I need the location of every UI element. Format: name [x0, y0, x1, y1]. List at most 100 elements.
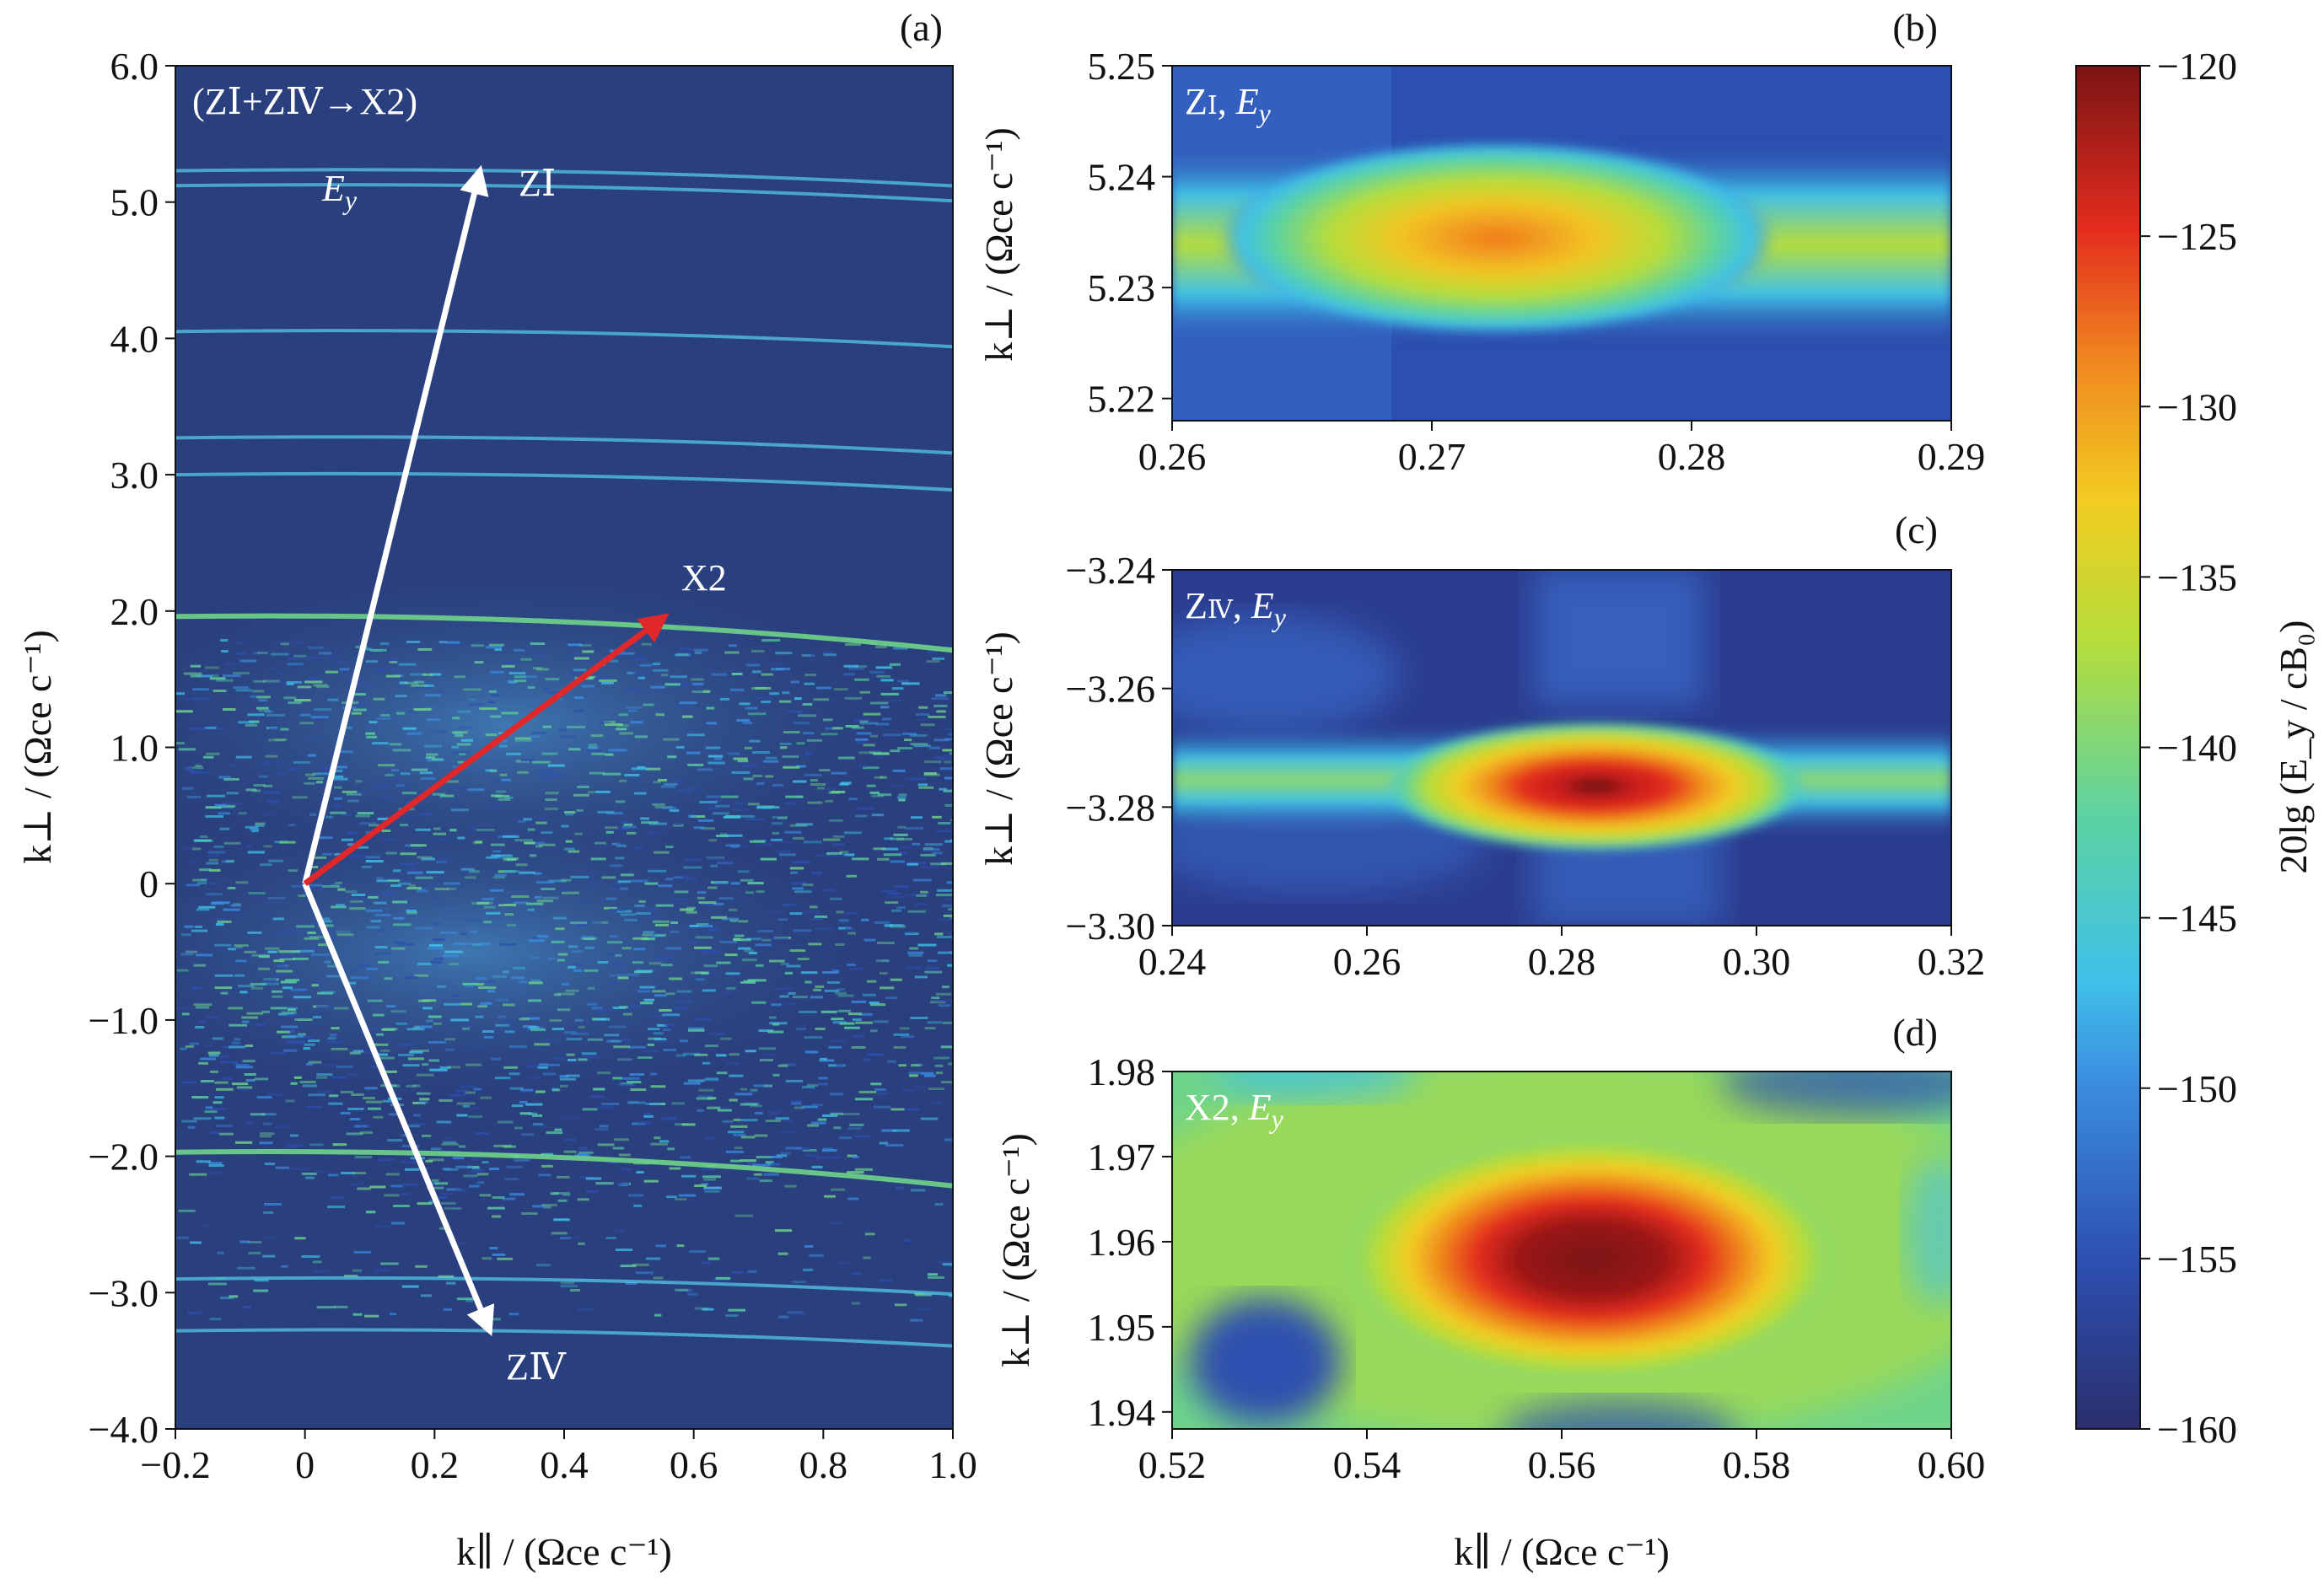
panel-a-speckle	[705, 746, 721, 749]
panel-a-speckle	[551, 774, 566, 777]
panel-a-speckle	[275, 1125, 292, 1128]
panel-a-speckle	[593, 1088, 605, 1091]
panel-a-speckle	[536, 668, 549, 671]
panel-a-speckle	[186, 950, 198, 953]
panel-a-speckle	[513, 966, 526, 969]
panel-a-speckle	[909, 947, 918, 950]
panel-a-speckle	[542, 1072, 556, 1076]
panel-a-speckle	[648, 869, 667, 873]
panel-a-speckle	[326, 975, 342, 978]
panel-a-speckle	[681, 1123, 696, 1126]
panel-a-speckle	[304, 781, 315, 785]
panel-a-speckle	[520, 1088, 534, 1092]
panel-a-speckle	[650, 685, 665, 689]
panel-a-ytick-label: 0	[139, 862, 159, 905]
panel-a-speckle	[494, 647, 503, 651]
panel-a-speckle	[184, 846, 193, 850]
panel-a-speckle	[329, 1196, 345, 1200]
panel-a-speckle	[858, 751, 875, 755]
panel-a-speckle	[504, 796, 514, 799]
panel-a-speckle	[432, 897, 440, 900]
panel-a-speckle	[408, 884, 417, 888]
panel-a-speckle	[190, 664, 202, 668]
panel-a-speckle	[689, 924, 703, 927]
panel-a-speckle	[637, 765, 646, 769]
panel-a-speckle	[616, 728, 627, 731]
panel-a-speckle	[178, 1209, 196, 1212]
panel-a-speckle	[605, 830, 614, 834]
panel-a-speckle	[729, 919, 738, 922]
panel-a-speckle	[376, 1033, 385, 1036]
panel-a-speckle	[691, 971, 705, 975]
panel-a-speckle	[423, 684, 434, 687]
panel-a-speckle	[675, 1198, 687, 1201]
panel-a-speckle	[460, 1002, 472, 1006]
panel-a-speckle	[195, 953, 213, 957]
panel-a-speckle	[942, 904, 953, 907]
panel-a-speckle	[264, 710, 273, 713]
panel-a-speckle	[212, 1101, 223, 1104]
panel-a-speckle	[893, 1045, 906, 1049]
panel-a-speckle	[634, 735, 648, 738]
panel-a-speckle	[260, 1135, 272, 1138]
panel-a-speckle	[923, 848, 940, 851]
panel-a-speckle	[880, 986, 895, 990]
panel-a-speckle	[676, 1244, 685, 1248]
panel-a-speckle	[943, 755, 952, 758]
panel-a-speckle	[594, 1127, 609, 1131]
panel-a-speckle	[910, 777, 927, 781]
panel-b-ticks: 0.26 0.27 0.28 0.295.225.235.245.25	[1088, 45, 1986, 478]
panel-a-speckle	[210, 1172, 222, 1175]
panel-a-speckle	[669, 809, 680, 813]
panel-a-speckle	[758, 1047, 777, 1050]
panel-a-speckle	[741, 1136, 756, 1139]
panel-a-speckle	[767, 663, 783, 666]
panel-a-speckle	[621, 1077, 640, 1080]
panel-a-xtick-label: 0.2	[411, 1443, 460, 1486]
panel-a-speckle	[630, 1088, 647, 1092]
panel-a-speckle	[952, 792, 953, 795]
panel-a-speckle	[796, 742, 805, 745]
panel-a-speckle	[613, 1045, 630, 1049]
panel-a-speckle	[379, 796, 393, 799]
panel-a-speckle	[186, 795, 202, 798]
panel-a-speckle	[221, 860, 233, 863]
panel-a-speckle	[297, 1018, 313, 1022]
panel-a-speckle	[622, 1012, 632, 1016]
panel-a-speckle	[730, 845, 740, 848]
panel-a-spectral-line	[175, 471, 953, 492]
panel-a-spectral-line	[175, 1276, 953, 1297]
panel-a-speckle	[507, 923, 516, 926]
panel-a-ytick-label: 4.0	[110, 317, 159, 360]
panel-a-speckle	[568, 643, 583, 647]
panel-a-speckle	[685, 878, 698, 881]
panel-a-speckle	[320, 774, 333, 777]
panel-a-speckle	[824, 989, 840, 992]
panel-a-speckle	[215, 917, 228, 921]
panel-a-speckle	[191, 771, 211, 774]
panel-a-speckle	[890, 749, 901, 753]
panel-a-speckle	[187, 1311, 202, 1314]
panel-a-speckle	[381, 1028, 395, 1031]
panel-a-speckle	[851, 1000, 867, 1003]
panel-a-speckle	[627, 831, 637, 835]
panel-a-speckle	[784, 1184, 797, 1188]
panel-a-speckle	[659, 1140, 670, 1143]
panel-a-speckle	[454, 675, 465, 679]
panel-a-speckle	[730, 882, 740, 885]
panel-a-speckle	[633, 1204, 643, 1207]
panel-a-speckle	[870, 1082, 882, 1086]
panel-a-speckle	[191, 1096, 209, 1099]
panel-a-speckle	[235, 652, 246, 655]
panel-a-speckle	[520, 759, 535, 762]
panel-a-speckle	[309, 813, 317, 816]
panel-a-speckle	[924, 843, 943, 846]
panel-a-speckle	[370, 920, 382, 923]
panel-c-ytick-label: −3.28	[1066, 786, 1155, 829]
panel-a-speckle	[667, 755, 677, 759]
panel-a-speckle	[336, 1065, 353, 1068]
panel-a-speckle	[914, 975, 928, 979]
panel-a-speckle	[761, 938, 772, 942]
panel-a-speckle	[795, 1147, 810, 1150]
panel-a-speckle	[373, 697, 385, 701]
